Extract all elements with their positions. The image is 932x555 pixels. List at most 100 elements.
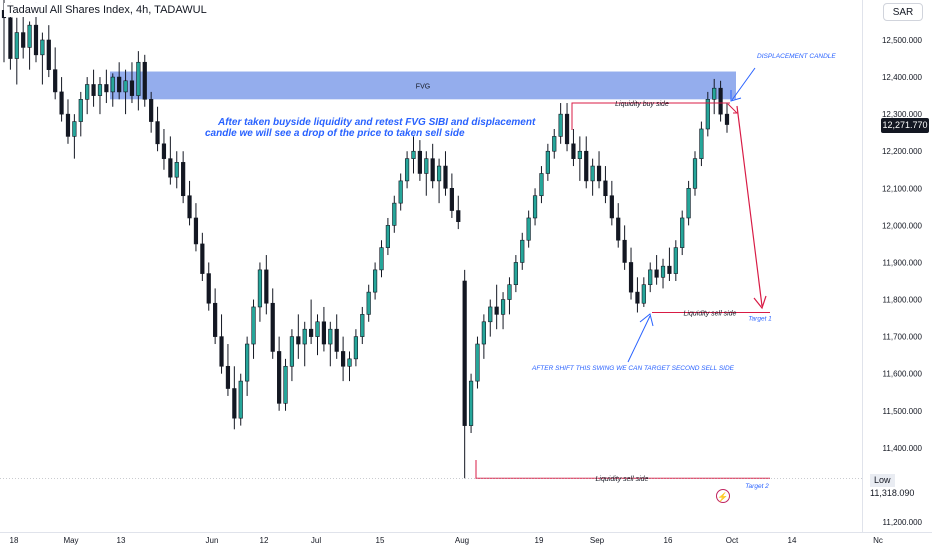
candle-up-body: [353, 336, 359, 360]
candle-up-body: [686, 188, 691, 219]
candle: [72, 114, 77, 159]
price-tick-label: 11,500.000: [883, 407, 923, 416]
lightning-icon[interactable]: ⚡: [716, 489, 730, 503]
candle: [129, 62, 135, 104]
candle-down-body: [654, 269, 659, 278]
price-tick-label: 12,300.000: [882, 110, 923, 119]
candle-down-body: [193, 217, 199, 245]
candle-down-body: [494, 306, 499, 315]
candle-up-body: [712, 87, 717, 100]
candle: [648, 262, 653, 293]
candle-up-body: [424, 158, 429, 174]
candle-down-body: [616, 217, 621, 241]
price-tick-label: 12,500.000: [882, 36, 923, 45]
candle-up-body: [411, 150, 416, 159]
candle: [341, 336, 346, 382]
candle-up-body: [283, 365, 288, 404]
candle: [513, 255, 518, 293]
candle-up-body: [680, 217, 685, 248]
candle: [14, 17, 19, 85]
candle: [78, 91, 83, 137]
candle: [104, 69, 109, 104]
candle-down-body: [161, 143, 167, 159]
candle-up-body: [257, 269, 263, 308]
candle-up-body: [123, 80, 128, 93]
candle: [65, 99, 71, 144]
candle-up-body: [475, 343, 480, 382]
candle-up-body: [699, 128, 704, 159]
candle-down-body: [213, 302, 218, 337]
candle: [46, 25, 51, 78]
candle: [321, 306, 327, 352]
candle-down-body: [296, 336, 301, 345]
candle-up-body: [641, 284, 646, 304]
low-label: Low: [870, 474, 895, 487]
price-tick-label: 12,200.000: [882, 147, 923, 156]
candle: [123, 69, 128, 115]
candle: [302, 321, 307, 367]
candle: [251, 299, 256, 359]
price-tick-label: 11,800.000: [883, 296, 923, 305]
candle: [424, 151, 429, 196]
candle: [219, 314, 224, 374]
candle-down-body: [219, 336, 224, 367]
candle: [181, 151, 186, 204]
candle-down-body: [59, 91, 64, 115]
candle-up-body: [366, 291, 371, 315]
candle: [436, 158, 442, 204]
candle-down-body: [609, 195, 614, 219]
candle-up-body: [532, 195, 538, 219]
candle: [245, 336, 250, 396]
candle-down-body: [584, 150, 589, 182]
price-tick-label: 11,900.000: [883, 258, 923, 267]
time-tick-label: Aug: [455, 536, 469, 545]
candle: [53, 47, 58, 100]
candle: [456, 195, 461, 230]
displacement-label: DISPLACEMENT CANDLE: [757, 53, 836, 60]
levels-layer: Liquidity buy side Liquidity sell side Tar…: [0, 101, 862, 490]
candle: [238, 373, 243, 426]
candle: [149, 91, 154, 133]
candle: [558, 103, 563, 144]
candle: [507, 277, 512, 315]
candle-up-body: [78, 99, 83, 122]
candle: [404, 151, 410, 189]
candle: [225, 344, 231, 396]
candle: [155, 106, 160, 152]
candle-up-body: [328, 328, 333, 345]
time-tick-label: 13: [117, 536, 126, 545]
price-tick-label: 11,600.000: [883, 370, 923, 379]
candle-up-body: [552, 136, 557, 152]
last-price-tag: 12,271.770: [881, 118, 929, 133]
price-tick-label: 11,700.000: [883, 333, 923, 342]
time-tick-label: 15: [376, 536, 385, 545]
candle-up-body: [40, 39, 45, 56]
time-tick-label: Sep: [590, 536, 605, 545]
candle: [532, 188, 538, 226]
candle-up-body: [14, 32, 19, 59]
candle-down-body: [277, 351, 282, 404]
low-price-tag: Low11,318.090: [870, 474, 930, 498]
symbol-title: Tadawul All Shares Index, 4h, TADAWUL: [4, 3, 210, 17]
candle-up-body: [539, 173, 544, 197]
candle-up-body: [692, 158, 698, 189]
candle: [398, 173, 403, 211]
candle-down-body: [264, 269, 269, 304]
candle-down-body: [622, 239, 627, 263]
candle-down-body: [724, 113, 730, 125]
candle: [142, 54, 147, 107]
candle-up-body: [513, 262, 518, 286]
candle-up-body: [360, 314, 365, 337]
candle: [289, 329, 295, 382]
candle-down-body: [462, 280, 467, 426]
candle: [277, 336, 282, 411]
currency-button[interactable]: SAR: [883, 3, 923, 21]
candle-up-body: [289, 336, 295, 367]
candle-down-body: [181, 162, 186, 197]
candle: [462, 269, 467, 479]
target2-label: Target 2: [745, 483, 769, 490]
candle: [616, 203, 621, 248]
candle-up-body: [347, 358, 352, 367]
